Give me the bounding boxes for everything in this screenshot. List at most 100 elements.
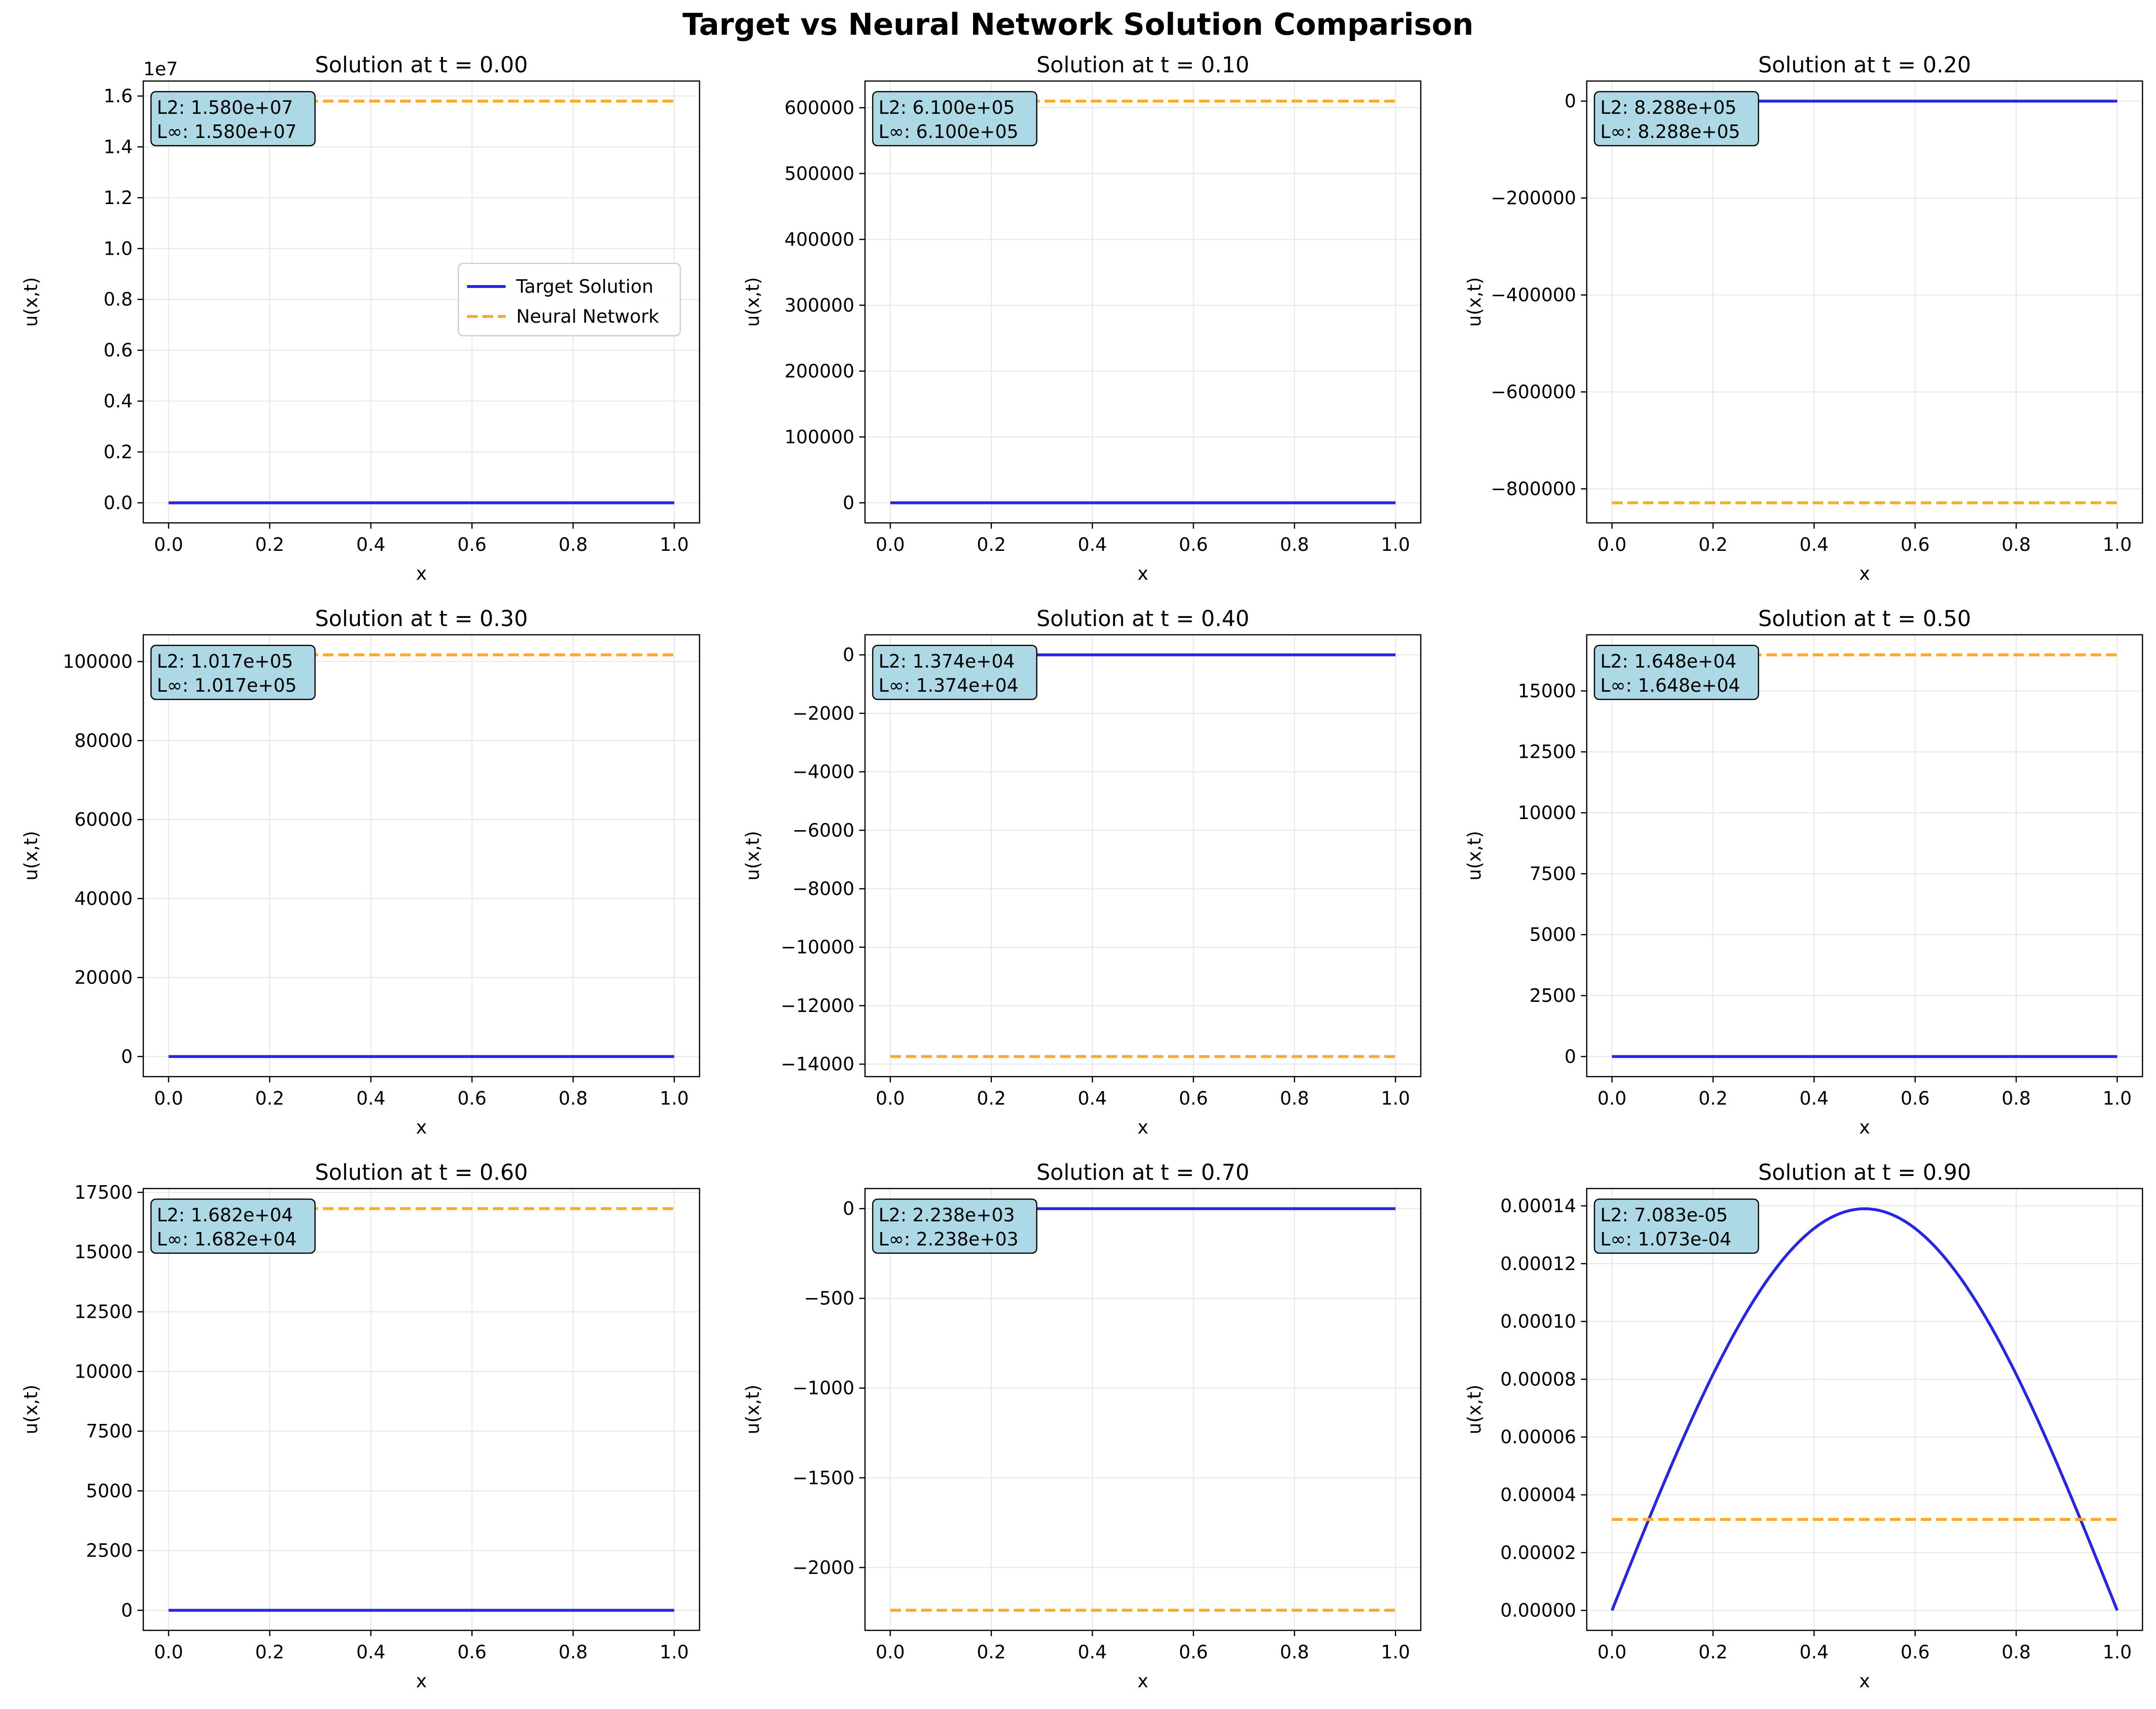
- plot-area: [865, 635, 1421, 1077]
- plot-area: [143, 635, 700, 1077]
- subplot-3: 0.0 0.2 0.4 0.6 0.8 1.0 0 −200000 −400000 −600000…: [1464, 52, 2143, 584]
- l2-error-text: L2: 1.648e+04: [1600, 651, 1737, 672]
- y-axis-label: u(x,t): [20, 277, 41, 327]
- linf-error-text: L∞: 1.374e+04: [879, 675, 1018, 696]
- x-tick-label: 0.6: [1179, 1088, 1208, 1109]
- y-axis-label: u(x,t): [742, 831, 763, 880]
- axes-frame: [864, 80, 1422, 524]
- x-tick-label: 0.8: [1280, 1088, 1309, 1109]
- y-tick-label: 0.00004: [1500, 1484, 1576, 1505]
- y-tick-label: −1500: [792, 1467, 854, 1489]
- x-axis-label: x: [1859, 563, 1870, 584]
- x-tick-label: 1.0: [1381, 1088, 1410, 1109]
- x-tick-label: 0.2: [255, 1641, 284, 1663]
- y-tick-label: 100000: [63, 651, 133, 672]
- legend-label-target: Target Solution: [516, 276, 653, 297]
- y-tick-label: −600000: [1491, 381, 1576, 402]
- y-tick-label: 0.00012: [1500, 1253, 1576, 1274]
- x-axis-label: x: [1138, 1670, 1149, 1692]
- axes-frame: [142, 1188, 700, 1631]
- x-tick-label: 0.8: [2002, 1088, 2031, 1109]
- y-tick-label: 1.4: [104, 137, 133, 158]
- x-tick-label: 0.8: [1280, 1641, 1309, 1663]
- legend-box: [457, 262, 681, 337]
- y-tick-label: 7500: [1529, 863, 1576, 884]
- y-tick-label: 200000: [784, 360, 854, 382]
- linf-error-text: L∞: 1.580e+07: [157, 121, 297, 142]
- x-axis-label: x: [416, 563, 427, 584]
- axes-frame: [864, 1188, 1422, 1631]
- x-tick-label: 0.0: [154, 1641, 183, 1663]
- x-tick-label: 0.6: [1179, 534, 1208, 555]
- subplot-title: Solution at t = 0.50: [1758, 606, 1971, 631]
- x-tick-label: 0.0: [154, 534, 183, 555]
- y-tick-label: 1.0: [104, 238, 133, 259]
- x-tick-label: 0.2: [977, 1641, 1006, 1663]
- y-offset-label: 1e7: [143, 58, 178, 80]
- y-tick-label: 60000: [74, 809, 133, 830]
- y-tick-label: 80000: [74, 730, 133, 751]
- axes-frame: [1586, 634, 2143, 1078]
- y-tick-label: −8000: [792, 878, 854, 899]
- error-metrics-box: [1593, 91, 1759, 147]
- x-tick-label: 0.8: [1280, 534, 1309, 555]
- x-tick-label: 0.6: [1179, 1641, 1208, 1663]
- y-tick-label: 0.00008: [1500, 1368, 1576, 1390]
- x-tick-label: 0.6: [457, 1641, 486, 1663]
- subplot-title: Solution at t = 0.90: [1758, 1160, 1971, 1185]
- x-tick-label: 1.0: [2102, 534, 2131, 555]
- plot-area: [865, 1189, 1421, 1630]
- x-tick-label: 0.0: [1597, 1088, 1626, 1109]
- y-axis-label: u(x,t): [20, 1384, 41, 1434]
- y-tick-label: 0: [843, 1198, 854, 1219]
- plot-area: [1587, 635, 2142, 1077]
- y-tick-label: −2000: [792, 1557, 854, 1578]
- y-tick-label: 0.0: [104, 492, 133, 513]
- x-tick-label: 0.4: [356, 1641, 385, 1663]
- subplot-4: 0.0 0.2 0.4 0.6 0.8 1.0 0 20000 40000 60000 80000 1…: [20, 606, 700, 1138]
- x-tick-label: 0.6: [1901, 534, 1930, 555]
- axes-frame: [1586, 80, 2143, 524]
- y-tick-label: −12000: [781, 995, 854, 1016]
- l2-error-text: L2: 1.017e+05: [157, 651, 293, 672]
- x-tick-label: 0.4: [1799, 1088, 1828, 1109]
- y-tick-label: 0.00006: [1500, 1426, 1576, 1448]
- x-tick-label: 1.0: [1381, 1641, 1410, 1663]
- y-tick-label: 300000: [784, 295, 854, 316]
- error-metrics-box: [150, 1198, 316, 1254]
- linf-error-text: L∞: 1.648e+04: [1600, 675, 1740, 696]
- y-tick-label: 12500: [74, 1301, 133, 1323]
- x-tick-label: 0.8: [559, 534, 588, 555]
- x-tick-label: 0.8: [2002, 534, 2031, 555]
- error-metrics-box: [150, 644, 316, 700]
- axes-frame: [142, 634, 700, 1078]
- y-tick-label: 0: [843, 644, 854, 666]
- subplot-title: Solution at t = 0.70: [1036, 1160, 1249, 1185]
- x-tick-label: 0.4: [1799, 1641, 1828, 1663]
- y-tick-label: 400000: [784, 229, 854, 250]
- subplot-title: Solution at t = 0.00: [315, 52, 528, 78]
- axes-frame: [1586, 1188, 2143, 1631]
- linf-error-text: L∞: 1.073e-04: [1600, 1229, 1731, 1250]
- l2-error-text: L2: 1.374e+04: [879, 651, 1015, 672]
- x-tick-label: 0.8: [559, 1088, 588, 1109]
- x-tick-label: 0.2: [1699, 1088, 1728, 1109]
- y-tick-label: 0: [843, 492, 854, 513]
- subplot-title: Solution at t = 0.40: [1036, 606, 1249, 631]
- x-tick-label: 0.6: [457, 1088, 486, 1109]
- y-tick-label: 7500: [86, 1421, 133, 1442]
- l2-error-text: L2: 8.288e+05: [1600, 97, 1737, 118]
- linf-error-text: L∞: 6.100e+05: [879, 121, 1018, 142]
- y-tick-label: 0.2: [104, 441, 133, 463]
- subplot-8: 0.0 0.2 0.4 0.6 0.8 1.0 0 −500 −1000 −1500 −2000 So…: [742, 1160, 1422, 1692]
- axes-frame: [142, 80, 700, 524]
- y-tick-label: 0: [1565, 1046, 1576, 1067]
- error-metrics-box: [150, 91, 316, 147]
- l2-error-text: L2: 2.238e+03: [879, 1204, 1015, 1226]
- y-tick-label: −4000: [792, 761, 854, 782]
- subplot-title: Solution at t = 0.20: [1758, 52, 1971, 78]
- y-tick-label: 20000: [74, 967, 133, 988]
- x-tick-label: 0.8: [559, 1641, 588, 1663]
- y-tick-label: 600000: [784, 97, 854, 118]
